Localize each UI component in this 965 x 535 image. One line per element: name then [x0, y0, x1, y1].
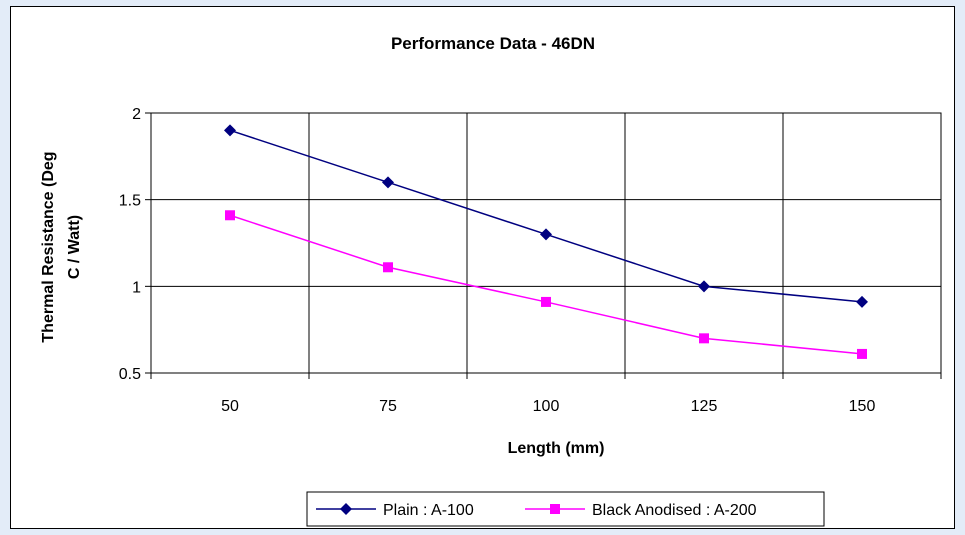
data-point-plain: [224, 124, 236, 137]
data-point-plain: [540, 228, 552, 241]
x-axis-ticks: 50 75 100 125 150: [150, 373, 942, 415]
chart-frame: Performance Data - 46DN 0.5 1 1.5 2 50 75 100…: [10, 6, 955, 529]
series-anodised: [225, 210, 867, 359]
data-point-anodised: [225, 210, 235, 221]
y-tick-label: 0.5: [119, 366, 141, 383]
data-point-anodised: [383, 262, 393, 273]
x-axis-title: Length (mm): [508, 440, 605, 457]
legend-box: [306, 491, 825, 527]
legend-marker-plain: [340, 503, 352, 515]
y-tick-label: 2: [132, 106, 141, 123]
series-line-plain: [229, 129, 863, 303]
legend: Plain : A-100 Black Anodised : A-200: [306, 491, 825, 527]
legend-label-plain: Plain : A-100: [383, 502, 474, 519]
chart-title: Performance Data - 46DN: [391, 34, 595, 53]
y-tick-label: 1: [132, 279, 141, 296]
x-tick-label: 125: [691, 398, 718, 415]
x-tick-label: 75: [379, 398, 397, 415]
data-point-anodised: [699, 333, 709, 344]
chart-svg: Performance Data - 46DN 0.5 1 1.5 2 50 75 100…: [40, 34, 942, 527]
y-axis-title: Thermal Resistance (Deg C / Watt): [40, 151, 83, 342]
data-point-plain: [856, 295, 868, 308]
x-tick-label: 50: [221, 398, 239, 415]
data-point-anodised: [541, 296, 551, 307]
data-point-plain: [382, 176, 394, 189]
legend-label-anodised: Black Anodised : A-200: [592, 502, 757, 519]
x-tick-label: 100: [533, 398, 560, 415]
y-axis-title-line-1: Thermal Resistance (Deg: [40, 151, 57, 342]
legend-marker-anodised: [550, 504, 560, 514]
series-plain: [224, 124, 868, 308]
data-point-anodised: [857, 348, 867, 359]
data-point-plain: [698, 280, 710, 293]
series-layer: [224, 124, 868, 359]
plot-area: [150, 112, 942, 374]
y-axis-title-line-2: C / Watt): [66, 215, 83, 279]
y-axis-ticks: 0.5 1 1.5 2: [119, 106, 151, 383]
x-tick-label: 150: [849, 398, 876, 415]
y-tick-label: 1.5: [119, 193, 141, 210]
grid: [151, 112, 941, 374]
